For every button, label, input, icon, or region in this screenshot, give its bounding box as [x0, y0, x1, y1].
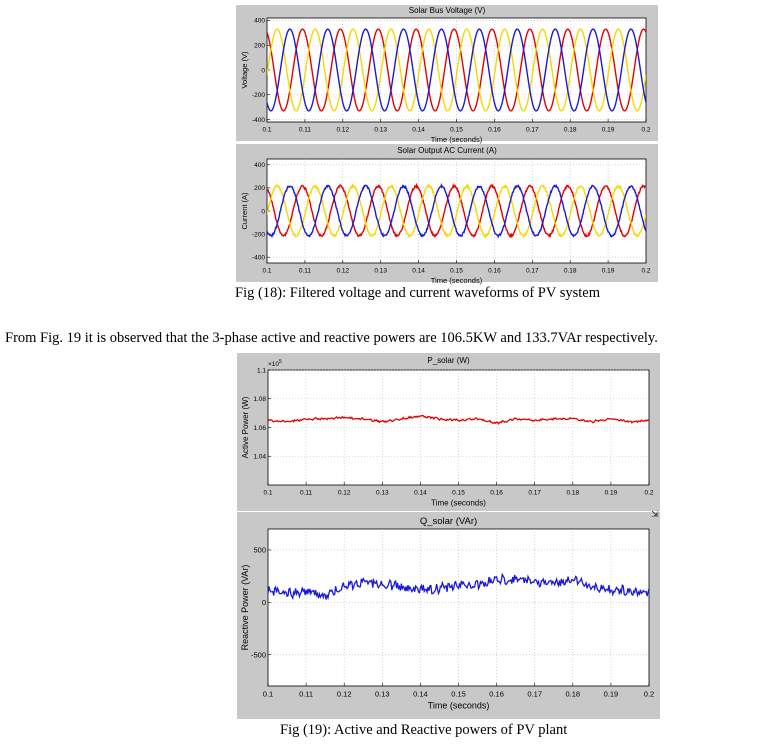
x-tick-label: 0.14 — [413, 690, 428, 699]
y-tick-label: 500 — [253, 546, 266, 555]
chart-panel-current: Solar Output AC Current (A) 0.1 0.11 0.12 0… — [236, 144, 658, 285]
series-line-phase-3 — [267, 182, 646, 239]
x-tick-label: 0.12 — [336, 127, 349, 134]
x-tick-label: 0.11 — [299, 268, 312, 275]
y-tick-label: 0 — [261, 67, 265, 74]
series-line — [268, 414, 649, 425]
y-axis-label: Current (A) — [240, 192, 249, 230]
y-axis-label: Reactive Power (VAr) — [240, 565, 250, 651]
series-line — [268, 572, 649, 601]
x-tick-label: 0.17 — [526, 268, 539, 275]
x-axis-label: Time (seconds) — [431, 276, 483, 285]
y-tick-label: 200 — [254, 42, 265, 49]
paragraph-text: From Fig. 19 it is observed that the 3-p… — [5, 330, 658, 346]
x-tick-label: 0.1 — [262, 268, 271, 275]
series-line-phase-1 — [267, 28, 646, 112]
x-tick-label: 0.16 — [489, 690, 504, 699]
x-tick-label: 0.14 — [412, 127, 425, 134]
x-tick-label: 0.2 — [641, 268, 650, 275]
x-tick-label: 0.16 — [488, 268, 501, 275]
x-tick-label: 0.15 — [450, 268, 463, 275]
figure-19-caption: Fig (19): Active and Reactive powers of … — [280, 722, 568, 738]
y-tick-label: 1.08 — [253, 396, 266, 403]
y-tick-label: 400 — [254, 18, 265, 25]
series-line-phase-1 — [267, 182, 646, 239]
x-tick-label: 0.16 — [490, 490, 503, 497]
series-line-phase-2 — [267, 183, 646, 239]
x-tick-label: 0.18 — [564, 268, 577, 275]
series-line-phase-2 — [267, 28, 646, 112]
x-tick-label: 0.2 — [644, 490, 653, 497]
x-tick-label: 0.17 — [528, 490, 541, 497]
y-exponent-label: ×105 — [268, 359, 282, 368]
x-tick-label: 0.1 — [263, 490, 272, 497]
x-tick-label: 0.13 — [374, 127, 387, 134]
x-axis-label: Time (seconds) — [431, 499, 486, 508]
figure-corner-icon: ⇲ — [651, 509, 659, 519]
chart-title-active-power: P_solar (W) — [427, 356, 470, 365]
x-tick-label: 0.18 — [566, 490, 579, 497]
x-tick-label: 0.11 — [300, 490, 313, 497]
x-tick-label: 0.11 — [299, 690, 313, 699]
y-axis-label: Voltage (V) — [240, 51, 249, 89]
y-tick-label: -200 — [252, 231, 265, 238]
y-tick-label: -400 — [252, 117, 265, 124]
x-tick-label: 0.18 — [564, 127, 577, 134]
x-tick-label: 0.14 — [414, 490, 427, 497]
x-tick-label: 0.13 — [375, 690, 390, 699]
current-plot: 0.1 0.11 0.12 0.13 0.14 0.15 0.16 0.17 0.18 0.19 0… — [240, 158, 651, 285]
y-tick-label: 1.06 — [253, 425, 266, 432]
x-tick-label: 0.13 — [376, 490, 389, 497]
x-axis-label: Time (seconds) — [431, 135, 483, 144]
x-tick-label: 0.15 — [450, 127, 463, 134]
y-tick-label: -400 — [252, 254, 265, 261]
x-tick-label: 0.12 — [338, 490, 351, 497]
x-tick-label: 0.13 — [374, 268, 387, 275]
x-tick-label: 0.19 — [604, 690, 619, 699]
x-tick-label: 0.18 — [565, 690, 580, 699]
y-tick-label: 400 — [254, 162, 265, 169]
x-tick-label: 0.14 — [412, 268, 425, 275]
chart-title-voltage: Solar Bus Voltage (V) — [408, 6, 486, 15]
x-tick-label: 0.16 — [488, 127, 501, 134]
x-tick-label: 0.15 — [452, 490, 465, 497]
active-power-plot: 0.1 0.11 0.12 0.13 0.14 0.15 0.16 0.17 0.18 0.19 0… — [241, 359, 654, 508]
y-tick-label: 1.1 — [257, 367, 266, 374]
y-tick-label: -500 — [251, 650, 266, 659]
y-tick-label: 0 — [262, 598, 266, 607]
x-tick-label: 0.12 — [337, 690, 352, 699]
voltage-plot: 0.1 0.11 0.12 0.13 0.14 0.15 0.16 0.17 0.18 0.19 0… — [240, 17, 651, 144]
chart-panel-reactive-power: Q_solar (VAr) 0.1 0.11 0.12 0.13 0.14 0.15 0.1… — [237, 512, 660, 719]
y-tick-label: -200 — [252, 92, 265, 99]
x-tick-label: 0.2 — [641, 127, 650, 134]
x-tick-label: 0.1 — [263, 690, 273, 699]
x-tick-label: 0.17 — [527, 690, 542, 699]
x-tick-label: 0.12 — [336, 268, 349, 275]
y-axis-label: Active Power (W) — [241, 396, 250, 458]
x-tick-label: 0.17 — [526, 127, 539, 134]
chart-title-current: Solar Output AC Current (A) — [397, 146, 497, 155]
y-tick-label: 0 — [261, 208, 265, 215]
x-tick-label: 0.19 — [602, 268, 615, 275]
x-tick-label: 0.15 — [451, 690, 466, 699]
x-tick-label: 0.19 — [605, 490, 618, 497]
y-tick-label: 200 — [254, 185, 265, 192]
chart-title-reactive-power: Q_solar (VAr) — [419, 516, 478, 527]
x-axis-label: Time (seconds) — [428, 701, 490, 711]
x-tick-label: 0.1 — [262, 127, 271, 134]
chart-panel-active-power: P_solar (W) 0.1 0.11 0.12 0.13 0.14 0.15 0.16 0… — [237, 353, 660, 511]
reactive-power-plot: 0.1 0.11 0.12 0.13 0.14 0.15 0.16 0.17 0.18 0.19 0… — [240, 528, 654, 711]
chart-panel-voltage: Solar Bus Voltage (V) 0.1 0.11 0.12 0.13 0.1… — [236, 5, 658, 144]
x-tick-label: 0.11 — [299, 127, 312, 134]
series-line-phase-3 — [267, 28, 646, 112]
y-tick-label: 1.04 — [253, 454, 266, 461]
x-tick-label: 0.19 — [602, 127, 615, 134]
figure-18-caption: Fig (18): Filtered voltage and current w… — [235, 285, 600, 301]
x-tick-label: 0.2 — [644, 690, 654, 699]
